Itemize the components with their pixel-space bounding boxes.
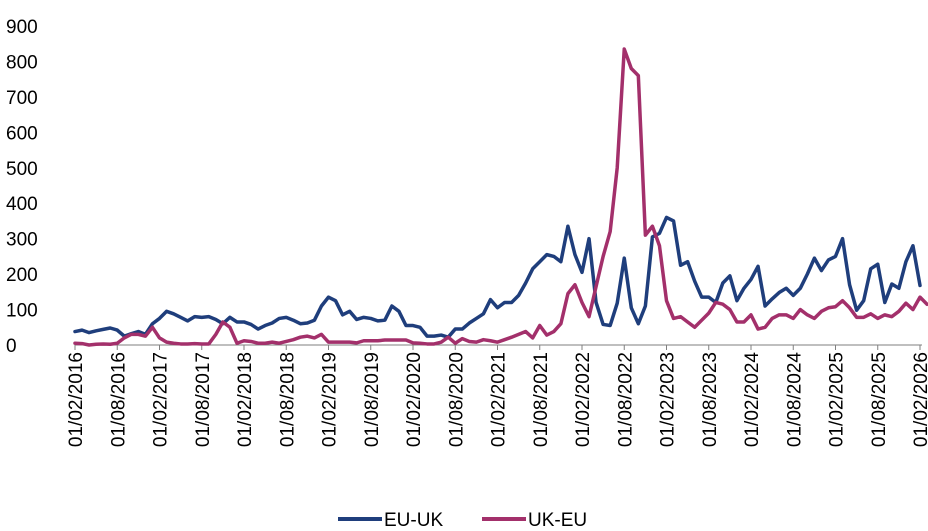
y-axis: 0 100 200 300 400 500 600 700 800 900 xyxy=(6,17,38,357)
y-tick-label: 800 xyxy=(6,52,38,73)
legend-label: UK-EU xyxy=(528,510,587,531)
x-tick-label: 01/08/2021 xyxy=(531,352,552,447)
x-tick-label: 01/08/2018 xyxy=(277,352,298,447)
x-tick-label: 01/02/2018 xyxy=(235,352,256,447)
x-tick-label: 01/08/2017 xyxy=(193,352,214,447)
x-tick-label: 01/08/2023 xyxy=(700,352,721,447)
legend-label: EU-UK xyxy=(384,510,443,531)
x-tick-label: 01/02/2023 xyxy=(658,352,679,447)
y-tick-label: 200 xyxy=(6,265,38,286)
legend: EU-UK UK-EU xyxy=(338,510,587,531)
x-tick-label: 01/02/2024 xyxy=(742,352,763,448)
series-line-eu-uk xyxy=(73,215,922,339)
x-tick-label: 01/08/2020 xyxy=(446,352,467,447)
x-tick-label: 01/02/2021 xyxy=(489,352,510,447)
y-tick-label: 900 xyxy=(6,17,38,38)
x-tick-label: 01/02/2022 xyxy=(573,352,594,447)
y-tick-label: 500 xyxy=(6,159,38,180)
y-tick-label: 0 xyxy=(6,336,17,357)
x-tick-label: 01/02/2017 xyxy=(151,352,172,447)
x-axis: 01/02/2016 01/08/2016 01/02/2017 01/08/2017… xyxy=(66,345,928,447)
y-tick-label: 300 xyxy=(6,230,38,251)
x-tick-label: 01/02/2025 xyxy=(827,352,848,447)
y-tick-label: 700 xyxy=(6,88,38,109)
x-tick-label: 01/08/2022 xyxy=(615,352,636,447)
x-tick-label: 01/08/2016 xyxy=(108,352,129,447)
x-tick-label: 01/08/2024 xyxy=(784,352,805,448)
x-tick-label: 01/02/2020 xyxy=(404,352,425,447)
series-line-uk-eu xyxy=(73,47,928,347)
y-tick-label: 100 xyxy=(6,301,38,322)
x-tick-label: 01/02/2026 xyxy=(911,352,928,447)
x-tick-label: 01/08/2019 xyxy=(362,352,383,447)
x-tick-label: 01/02/2019 xyxy=(320,352,341,447)
y-tick-label: 600 xyxy=(6,123,38,144)
x-tick-label: 01/02/2016 xyxy=(66,352,87,447)
x-tick-label: 01/08/2025 xyxy=(869,352,890,447)
y-tick-label: 400 xyxy=(6,194,38,215)
